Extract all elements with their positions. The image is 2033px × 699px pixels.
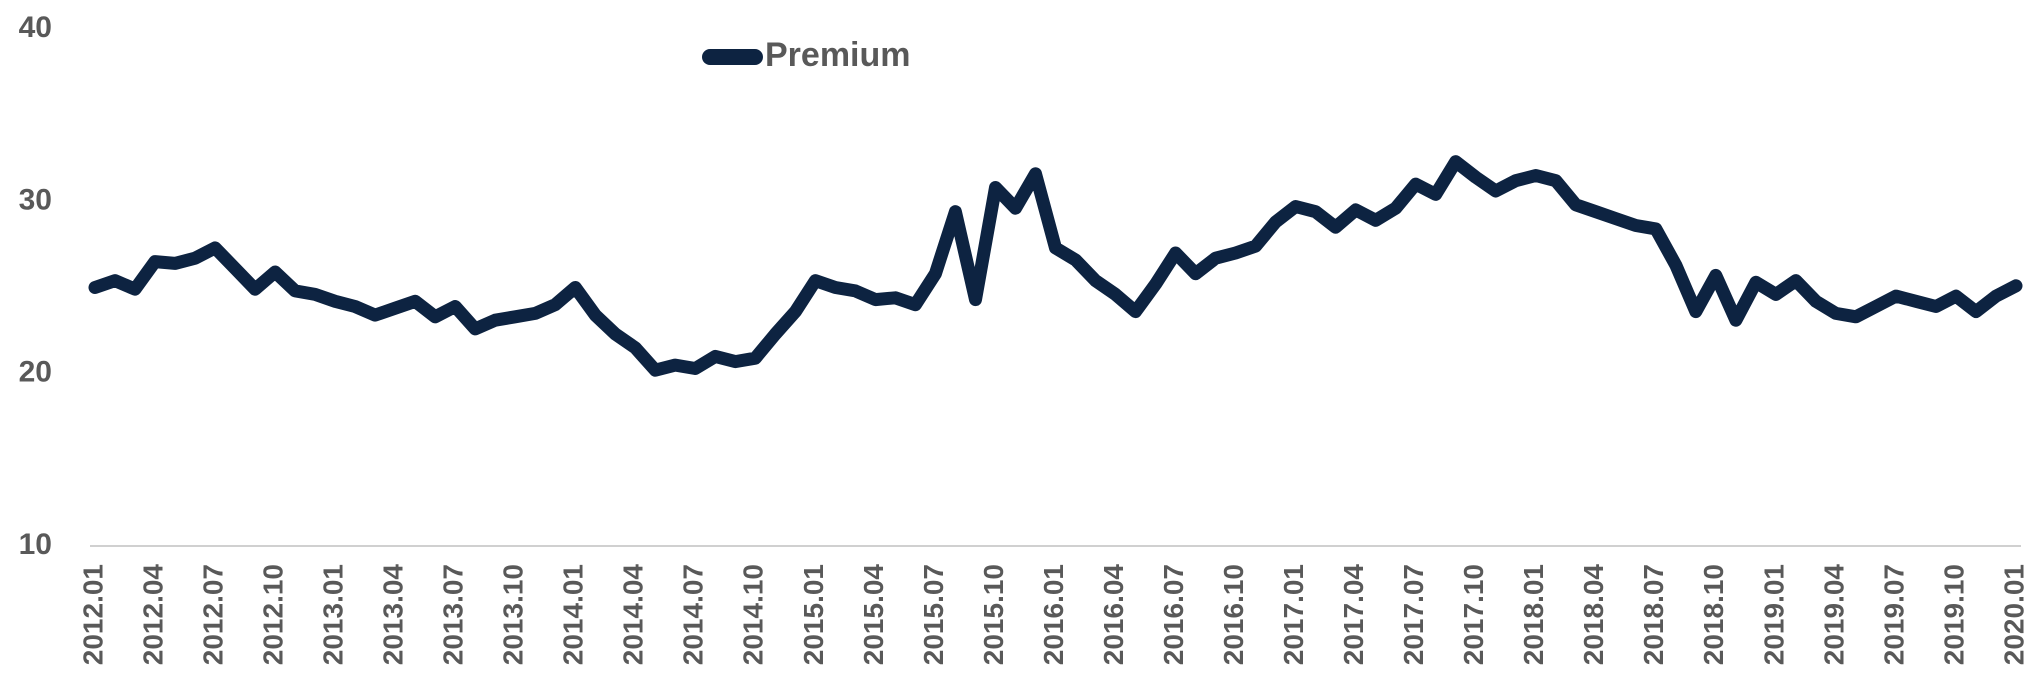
x-tick-label: 2013.10 [498,564,529,665]
x-tick-label: 2019.07 [1878,564,1909,665]
x-tick-label: 2012.10 [257,564,288,665]
legend-label: Premium [765,36,911,74]
y-tick-label: 30 [19,183,52,216]
x-tick-label: 2018.07 [1638,564,1669,665]
x-tick-label: 2013.04 [378,564,409,666]
x-tick-label: 2017.10 [1458,564,1489,665]
x-tick-label: 2019.01 [1758,564,1789,665]
x-tick-label: 2014.01 [558,564,589,665]
x-tick-label: 2017.01 [1278,564,1309,665]
x-tick-label: 2015.10 [978,564,1009,665]
x-tick-label: 2015.07 [918,564,949,665]
x-tick-label: 2016.10 [1218,564,1249,665]
x-tick-label: 2016.07 [1158,564,1189,665]
x-tick-label: 2019.04 [1818,564,1849,666]
x-tick-label: 2012.01 [77,564,108,665]
line-series [88,155,2023,377]
x-tick-label: 2017.04 [1338,564,1369,666]
x-tick-label: 2013.07 [438,564,469,665]
x-tick-label: 2015.04 [858,564,889,666]
x-tick-label: 2014.07 [678,564,709,665]
x-tick-label: 2015.01 [798,564,829,665]
y-tick-label: 20 [19,356,52,389]
x-tick-label: 2020.01 [1998,564,2029,665]
x-tick-label: 2016.01 [1038,564,1069,665]
x-tick-label: 2013.01 [318,564,349,665]
x-tick-label: 2016.04 [1098,564,1129,666]
x-tick-label: 2012.07 [197,564,228,665]
x-tick-label: 2012.04 [137,564,168,666]
y-tick-label: 40 [19,11,52,44]
x-tick-label: 2018.04 [1578,564,1609,666]
x-tick-label: 2017.07 [1398,564,1429,665]
x-tick-label: 2019.10 [1938,564,1969,665]
x-tick-label: 2018.01 [1518,564,1549,665]
y-tick-label: 10 [19,528,52,561]
x-tick-label: 2018.10 [1698,564,1729,665]
x-tick-label: 2014.04 [618,564,649,666]
x-tick-label: 2014.10 [738,564,769,665]
